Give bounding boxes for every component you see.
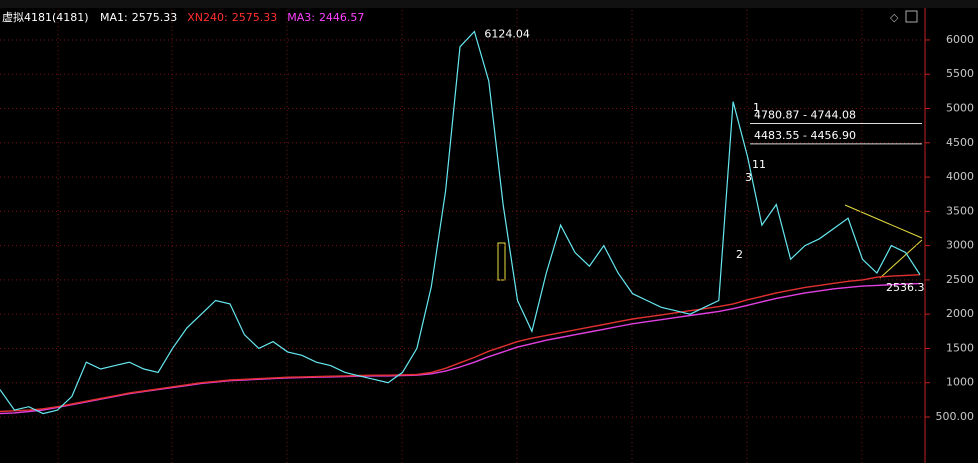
y-tick-label: 4500 — [946, 136, 974, 149]
trend-line — [844, 204, 923, 239]
icon — [905, 10, 918, 23]
y-tick-label: 2500 — [946, 273, 974, 286]
trend-line — [879, 239, 923, 279]
legend-value: 2575.33 — [132, 11, 178, 24]
y-tick-label: 6000 — [946, 33, 974, 46]
wave-label: 2 — [736, 248, 743, 261]
y-tick-label: 3500 — [946, 204, 974, 217]
legend-name: XN240: — [187, 11, 227, 24]
legend-value: 2575.33 — [232, 11, 278, 24]
level-label: 4780.87 - 4744.08 — [754, 109, 856, 122]
level-label: 4483.55 - 4456.90 — [754, 129, 856, 142]
highlight-box — [497, 242, 506, 281]
peak-label: 6124.04 — [484, 27, 530, 40]
y-tick-label: 4000 — [946, 170, 974, 183]
legend-name: MA1: — [100, 11, 128, 24]
y-tick-label: 500.00 — [936, 410, 975, 423]
series-line — [0, 274, 921, 413]
series-line — [0, 30, 921, 415]
y-tick-label: 1000 — [946, 376, 974, 389]
wave-label: 3 — [745, 171, 752, 184]
y-tick-label: 5000 — [946, 102, 974, 115]
wave-label: 1 — [753, 101, 760, 114]
y-tick-label: 3000 — [946, 239, 974, 252]
chart-title: 虚拟4181(4181) — [2, 10, 89, 24]
menu-strip — [0, 0, 978, 8]
icon: ◇ — [890, 11, 899, 24]
y-tick-label: 2000 — [946, 307, 974, 320]
y-tick-label: 5500 — [946, 67, 974, 80]
low-label: 2536.3 — [886, 281, 925, 294]
wave-label: 11 — [752, 158, 766, 171]
y-tick-label: 1500 — [946, 341, 974, 354]
legend-value: 2446.57 — [319, 11, 365, 24]
legend-name: MA3: — [287, 11, 315, 24]
